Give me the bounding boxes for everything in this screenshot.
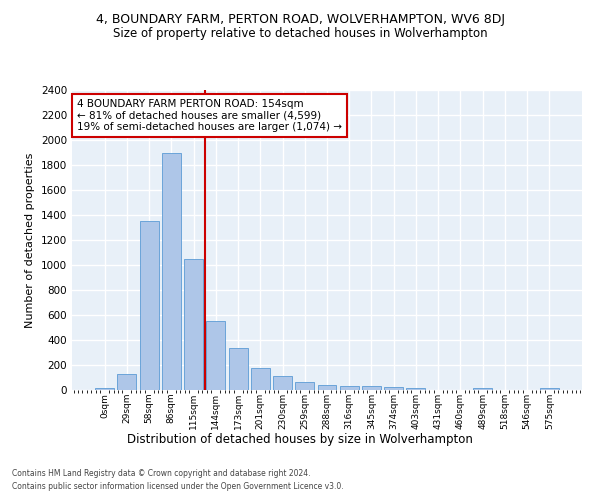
Bar	[162, 152, 181, 390]
Text: 4 BOUNDARY FARM PERTON ROAD: 154sqm
← 81% of detached houses are smaller (4,599): 4 BOUNDARY FARM PERTON ROAD: 154sqm ← 81…	[77, 99, 342, 132]
Bar	[317, 385, 337, 390]
Bar	[362, 386, 381, 390]
Bar	[295, 382, 314, 390]
Text: Contains public sector information licensed under the Open Government Licence v3: Contains public sector information licen…	[12, 482, 344, 491]
Bar	[473, 388, 492, 390]
Text: Distribution of detached houses by size in Wolverhampton: Distribution of detached houses by size …	[127, 432, 473, 446]
Bar	[206, 322, 225, 390]
Bar	[340, 386, 359, 390]
Bar	[118, 374, 136, 390]
Text: Size of property relative to detached houses in Wolverhampton: Size of property relative to detached ho…	[113, 28, 487, 40]
Bar	[184, 259, 203, 390]
Text: Contains HM Land Registry data © Crown copyright and database right 2024.: Contains HM Land Registry data © Crown c…	[12, 468, 311, 477]
Bar	[251, 368, 270, 390]
Bar	[273, 376, 292, 390]
Bar	[95, 388, 114, 390]
Bar	[406, 388, 425, 390]
Bar	[384, 387, 403, 390]
Bar	[140, 221, 158, 390]
Bar	[540, 388, 559, 390]
Y-axis label: Number of detached properties: Number of detached properties	[25, 152, 35, 328]
Text: 4, BOUNDARY FARM, PERTON ROAD, WOLVERHAMPTON, WV6 8DJ: 4, BOUNDARY FARM, PERTON ROAD, WOLVERHAM…	[95, 12, 505, 26]
Bar	[229, 348, 248, 390]
